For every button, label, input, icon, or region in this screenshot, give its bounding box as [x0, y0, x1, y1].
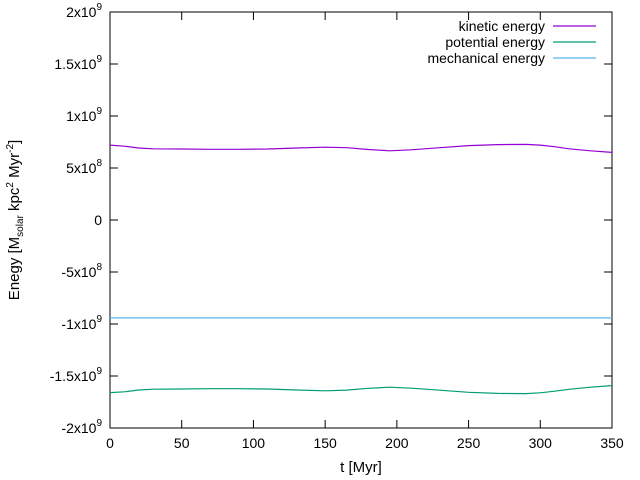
y-tick-label: -1.5x109	[50, 366, 103, 384]
y-tick-label: 2x109	[66, 2, 102, 20]
legend-label: mechanical energy	[427, 50, 545, 66]
plot-frame	[109, 11, 613, 429]
x-tick-label: 50	[174, 435, 190, 451]
x-tick-label: 300	[529, 435, 553, 451]
x-tick-label: 250	[457, 435, 481, 451]
y-tick-label: -5x108	[61, 262, 102, 280]
x-tick-label: 0	[106, 435, 114, 451]
y-tick-label: 1x109	[66, 106, 102, 124]
x-tick-label: 350	[600, 435, 624, 451]
x-tick-label: 200	[385, 435, 409, 451]
series-line-potential-energy	[109, 385, 613, 395]
y-axis-label: Enegy [Msolar kpc2 Myr-2]	[5, 140, 26, 300]
y-tick-label: 5x108	[66, 158, 102, 176]
y-tick-labels: 2x109 1.5x109 1x109 5x108 0 -5x108 -1x109 -1.5x…	[50, 2, 103, 436]
y-tick-label: -1x109	[61, 314, 102, 332]
x-tick-label: 150	[313, 435, 337, 451]
series-line-kinetic-energy	[109, 143, 613, 153]
tick-marks	[109, 11, 613, 429]
x-axis-label: t [Myr]	[340, 459, 382, 476]
y-tick-label: 0	[94, 212, 102, 228]
series-lines	[109, 143, 613, 395]
y-tick-label: 1.5x109	[54, 54, 102, 72]
legend-label: potential energy	[445, 34, 545, 50]
x-tick-label: 100	[242, 435, 266, 451]
y-tick-label: -2x109	[61, 418, 102, 436]
x-tick-labels: 0 50 100 150 200 250 300 350	[106, 435, 624, 451]
legend-label: kinetic energy	[459, 18, 545, 34]
